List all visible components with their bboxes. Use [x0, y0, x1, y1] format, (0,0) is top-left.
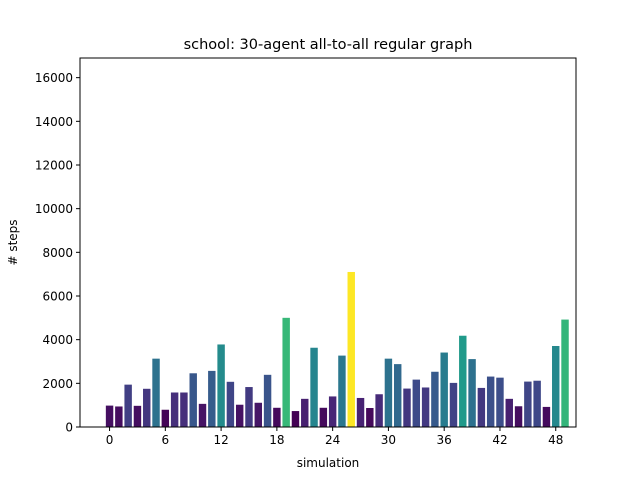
bar-sim-43	[505, 398, 513, 427]
bar-sim-39	[468, 359, 476, 427]
bar-sim-40	[477, 387, 486, 427]
bar-sim-26	[347, 271, 355, 427]
chart-title: school: 30-agent all-to-all regular grap…	[184, 37, 473, 53]
y-tick-label: 4000	[42, 333, 73, 347]
bar-sim-1	[115, 406, 123, 427]
bar-sim-15	[245, 387, 253, 427]
bar-sim-18	[273, 407, 281, 427]
y-tick-label: 8000	[42, 246, 73, 260]
bar-sim-47	[542, 406, 551, 427]
bar-sim-22	[310, 347, 318, 427]
bar-sim-3	[133, 405, 142, 427]
bar-sim-20	[291, 411, 300, 427]
x-tick-label: 36	[437, 433, 452, 447]
bar-sim-45	[524, 381, 532, 427]
bar-sim-36	[440, 352, 448, 427]
bar-sim-29	[375, 394, 383, 427]
x-tick-label: 48	[548, 433, 563, 447]
bar-sim-34	[421, 387, 430, 427]
bar-sim-32	[403, 388, 411, 427]
x-axis-label: simulation	[297, 456, 360, 470]
bar-sim-23	[319, 407, 328, 427]
bar-sim-14	[235, 404, 244, 427]
bar-sim-24	[328, 396, 337, 427]
bar-sim-30	[384, 358, 393, 427]
bar-sim-28	[366, 408, 374, 427]
y-axis-ticks: 0 2000 4000 6000 8000 10000 12000 14000 16000	[35, 71, 80, 435]
bars-group	[105, 271, 569, 427]
y-tick-label: 6000	[42, 289, 73, 303]
bar-sim-35	[431, 371, 439, 427]
bar-sim-37	[449, 382, 458, 427]
x-axis-ticks: 0 6 12 18 24 30 36 42 48	[106, 427, 563, 447]
bar-sim-10	[198, 403, 207, 427]
bar-sim-6	[161, 409, 170, 427]
bar-sim-48	[552, 345, 560, 427]
bar-sim-13	[226, 381, 235, 427]
x-tick-label: 42	[492, 433, 507, 447]
bar-sim-0	[105, 405, 114, 427]
bar-sim-44	[514, 406, 523, 427]
bar-sim-2	[124, 384, 132, 427]
y-tick-label: 14000	[35, 115, 73, 129]
bar-sim-42	[496, 377, 504, 427]
bar-sim-41	[486, 376, 495, 427]
bar-sim-38	[459, 335, 467, 427]
bar-sim-33	[412, 379, 421, 427]
y-axis-label: # steps	[6, 219, 20, 265]
bar-sim-4	[143, 388, 151, 427]
bar-sim-21	[301, 398, 309, 427]
x-tick-label: 6	[162, 433, 170, 447]
bar-sim-9	[189, 373, 197, 427]
bar-sim-49	[561, 319, 569, 427]
bar-sim-31	[393, 364, 402, 427]
y-tick-label: 2000	[42, 377, 73, 391]
bar-sim-8	[180, 392, 188, 427]
bar-sim-7	[170, 392, 179, 427]
y-tick-label: 12000	[35, 158, 73, 172]
y-tick-label: 0	[65, 421, 73, 435]
plot-frame	[79, 57, 577, 428]
x-tick-label: 0	[106, 433, 114, 447]
bar-sim-16	[254, 402, 263, 427]
x-tick-label: 30	[381, 433, 396, 447]
x-tick-label: 12	[213, 433, 228, 447]
x-tick-label: 24	[325, 433, 340, 447]
bar-sim-27	[356, 397, 365, 427]
bar-sim-11	[208, 370, 216, 427]
bar-sim-46	[533, 380, 541, 427]
bar-sim-17	[263, 374, 272, 427]
bar-sim-25	[338, 355, 346, 427]
bar-sim-12	[217, 344, 225, 427]
y-tick-label: 16000	[35, 71, 73, 85]
x-tick-label: 18	[269, 433, 284, 447]
bar-sim-19	[282, 317, 290, 427]
y-tick-label: 10000	[35, 202, 73, 216]
bar-sim-5	[152, 358, 160, 427]
